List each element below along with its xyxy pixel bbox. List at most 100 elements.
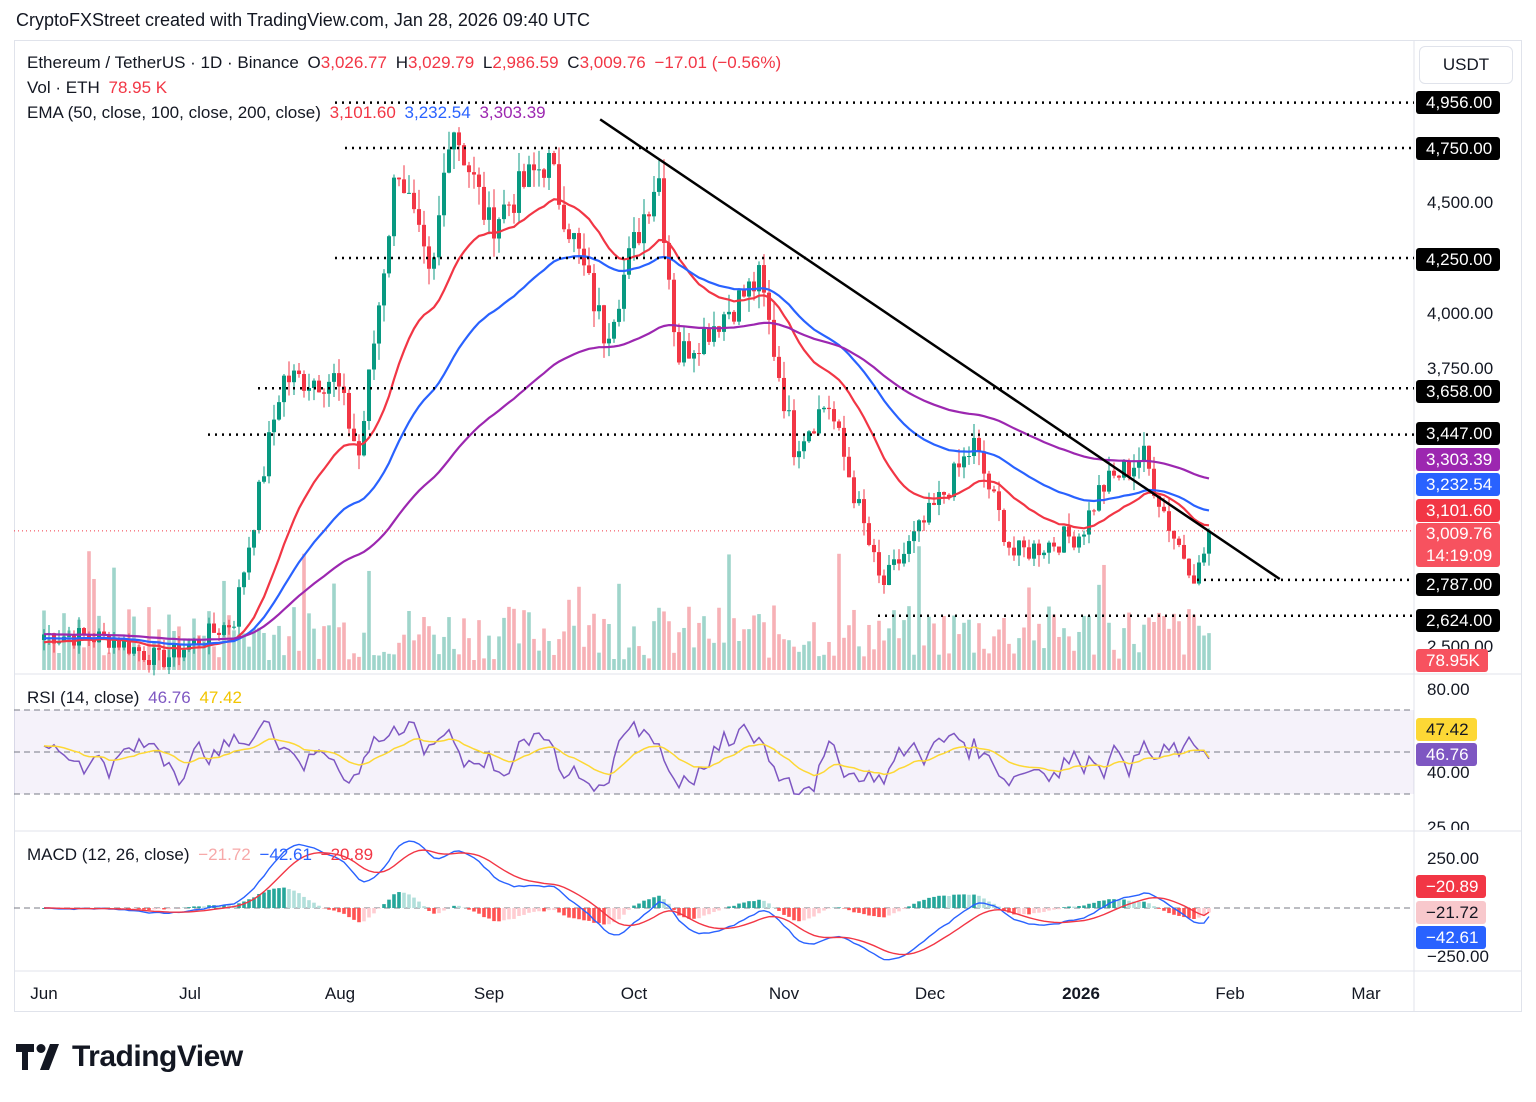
candle-body xyxy=(857,499,861,504)
currency-button[interactable]: USDT xyxy=(1419,46,1513,84)
volume-bar xyxy=(672,652,676,670)
close-value: 3,009.76 xyxy=(579,53,646,72)
level-tag-3658: 3,658.00 xyxy=(1416,380,1501,403)
macd-histogram-bar xyxy=(527,908,531,913)
macd-histogram-bar xyxy=(567,908,571,918)
candle-body xyxy=(127,640,131,654)
candle-body xyxy=(317,380,321,393)
candle-body xyxy=(792,410,796,458)
macd-histogram-bar xyxy=(282,887,286,908)
macd-histogram-bar xyxy=(187,907,191,908)
candle-body xyxy=(702,327,706,355)
price-axis-label: 4,000.00 xyxy=(1427,304,1494,323)
volume-label[interactable]: Vol · ETH xyxy=(27,78,100,97)
macd-histogram-bar xyxy=(812,908,816,917)
volume-bar xyxy=(497,636,501,670)
macd-histogram-bar xyxy=(552,908,556,911)
volume-bar xyxy=(627,647,631,670)
volume-bar xyxy=(417,634,421,670)
candle-body xyxy=(527,164,531,187)
symbol-name[interactable]: Ethereum / TetherUS · 1D · Binance xyxy=(27,53,299,72)
volume-bar xyxy=(1077,631,1081,670)
macd-histogram-bar xyxy=(137,908,141,910)
candle-body xyxy=(1082,534,1086,537)
time-axis-label: Jun xyxy=(30,984,58,1003)
volume-bar xyxy=(612,659,616,670)
volume-bar xyxy=(377,655,381,670)
time-axis-label: Aug xyxy=(324,984,356,1003)
rsi-ma-value: 47.42 xyxy=(199,688,242,707)
candle-body xyxy=(222,625,226,635)
macd-histogram-bar xyxy=(452,905,456,908)
macd-histogram-bar xyxy=(532,908,536,912)
macd-histogram-bar xyxy=(637,903,641,908)
candle-body xyxy=(712,326,716,342)
macd-histogram-bar xyxy=(902,908,906,910)
macd-histogram-bar xyxy=(672,908,676,910)
volume-bar xyxy=(947,653,951,670)
macd-histogram-bar xyxy=(717,908,721,911)
macd-histogram-bar xyxy=(357,908,361,923)
macd-histogram-bar xyxy=(157,908,161,909)
rsi-label[interactable]: RSI (14, close) xyxy=(27,688,140,707)
macd-histogram-bar xyxy=(487,908,491,919)
volume-bar xyxy=(1062,628,1066,670)
macd-histogram-bar xyxy=(492,908,496,922)
candle-body xyxy=(592,273,596,312)
volume-bar xyxy=(122,642,126,670)
candle-body xyxy=(652,191,656,217)
ema-label[interactable]: EMA (50, close, 100, close, 200, close) xyxy=(27,103,321,122)
candle-body xyxy=(807,431,811,442)
volume-bar xyxy=(602,618,606,670)
volume-bar xyxy=(1102,564,1106,670)
volume-bar xyxy=(1177,621,1181,670)
volume-bar xyxy=(907,606,911,670)
candle-body xyxy=(942,491,946,495)
volume-bar xyxy=(1072,650,1076,670)
macd-histogram-bar xyxy=(1207,908,1211,913)
macd-histogram-bar xyxy=(787,908,791,917)
macd-histogram-bar xyxy=(1002,908,1006,911)
tradingview-logo[interactable]: TradingView xyxy=(16,1040,243,1074)
macd-hist-value: −21.72 xyxy=(198,845,251,864)
candle-body xyxy=(152,648,156,665)
candle-body xyxy=(617,308,621,322)
volume-bar xyxy=(837,553,841,670)
volume-bar xyxy=(1037,623,1041,670)
candle-body xyxy=(197,638,201,645)
candle-body xyxy=(917,520,921,532)
macd-histogram-bar xyxy=(617,908,621,920)
candle-body xyxy=(817,409,821,434)
volume-bar xyxy=(1197,625,1201,670)
volume-bar xyxy=(1147,617,1151,670)
tradingview-logo-icon xyxy=(16,1044,59,1070)
time-axis-label: Feb xyxy=(1215,984,1245,1003)
macd-histogram-bar xyxy=(352,908,356,920)
volume-bar xyxy=(582,646,586,670)
candle-body xyxy=(287,375,291,383)
volume-bar xyxy=(317,658,321,670)
candle-body xyxy=(1102,485,1106,492)
candle-body xyxy=(647,214,651,217)
macd-histogram-bar xyxy=(307,900,311,908)
volume-bar xyxy=(527,612,531,670)
candle-body xyxy=(472,172,476,175)
macd-line-tag: −42.61 xyxy=(1416,926,1487,949)
volume-bar xyxy=(1167,628,1171,670)
volume-bar xyxy=(47,637,51,670)
macd-histogram-bar xyxy=(1182,908,1186,918)
volume-bar xyxy=(1027,587,1031,670)
candle-body xyxy=(597,305,601,312)
macd-histogram-bar xyxy=(297,893,301,908)
candle-body xyxy=(452,132,456,150)
candle-body xyxy=(822,407,826,410)
macd-histogram-bar xyxy=(572,908,576,919)
macd-label[interactable]: MACD (12, 26, close) xyxy=(27,845,190,864)
candle-body xyxy=(262,476,266,482)
macd-histogram-bar xyxy=(927,897,931,908)
candle-body xyxy=(297,370,301,375)
level-tag-3447: 3,447.00 xyxy=(1416,422,1501,445)
volume-bar xyxy=(382,651,386,670)
macd-histogram-bar xyxy=(702,908,706,916)
